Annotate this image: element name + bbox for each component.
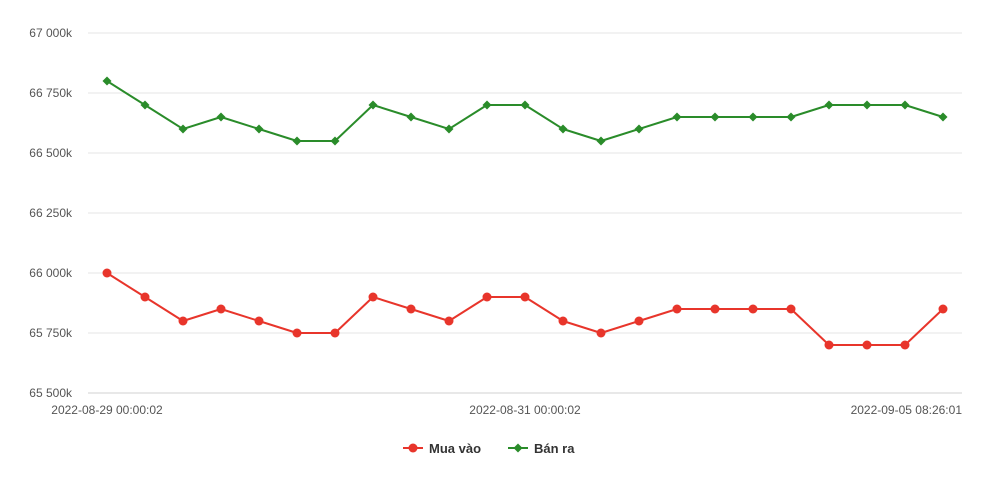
data-point	[102, 268, 112, 278]
data-point	[368, 100, 378, 110]
x-tick-label: 2022-08-29 00:00:02	[51, 403, 163, 417]
data-point	[824, 100, 834, 110]
data-point	[482, 292, 492, 302]
data-point	[368, 292, 378, 302]
x-tick-label: 2022-09-05 08:26:01	[851, 403, 963, 417]
legend: Mua vào Bán ra	[403, 441, 575, 456]
data-point	[672, 304, 682, 314]
data-point	[596, 136, 606, 146]
data-point	[786, 304, 796, 314]
data-point	[330, 136, 340, 146]
data-point	[900, 340, 910, 350]
y-tick-label: 67 000k	[29, 26, 73, 40]
data-point	[292, 136, 302, 146]
data-point	[254, 124, 264, 134]
data-point	[634, 124, 644, 134]
data-point	[938, 112, 948, 122]
x-axis: 2022-08-29 00:00:02 2022-08-31 00:00:02 20…	[51, 403, 962, 417]
series-line	[106, 272, 944, 346]
y-tick-label: 66 750k	[29, 86, 73, 100]
gridlines	[88, 32, 962, 394]
y-tick-label: 66 500k	[29, 146, 73, 160]
legend-marker	[513, 443, 523, 453]
data-point	[406, 304, 416, 314]
legend-item[interactable]: Bán ra	[508, 441, 575, 456]
data-point	[786, 112, 796, 122]
data-point	[558, 124, 568, 134]
data-point	[406, 112, 416, 122]
data-point	[748, 304, 758, 314]
data-point	[900, 100, 910, 110]
data-point	[140, 292, 150, 302]
data-point	[482, 100, 492, 110]
data-point	[140, 100, 150, 110]
data-point	[444, 124, 454, 134]
data-point	[710, 112, 720, 122]
data-point	[710, 304, 720, 314]
y-tick-label: 66 250k	[29, 206, 73, 220]
data-point	[216, 112, 226, 122]
y-tick-label: 66 000k	[29, 266, 73, 280]
y-axis: 65 500k 65 750k 66 000k 66 250k 66 500k 66 75…	[29, 26, 73, 400]
legend-marker	[408, 443, 418, 453]
data-point	[254, 316, 264, 326]
data-point	[178, 316, 188, 326]
series-group	[102, 76, 948, 350]
data-point	[596, 328, 606, 338]
series-ban-ra	[102, 76, 948, 146]
legend-label: Bán ra	[534, 441, 575, 456]
data-point	[216, 304, 226, 314]
data-point	[444, 316, 454, 326]
data-point	[520, 292, 530, 302]
data-point	[748, 112, 758, 122]
legend-item[interactable]: Mua vào	[403, 441, 481, 456]
y-tick-label: 65 500k	[29, 386, 73, 400]
series-line	[106, 80, 944, 142]
data-point	[520, 100, 530, 110]
data-point	[862, 340, 872, 350]
y-tick-label: 65 750k	[29, 326, 73, 340]
data-point	[862, 100, 872, 110]
series-mua-vao	[102, 268, 948, 350]
data-point	[824, 340, 834, 350]
data-point	[672, 112, 682, 122]
legend-label: Mua vào	[429, 441, 481, 456]
data-point	[292, 328, 302, 338]
data-point	[938, 304, 948, 314]
data-point	[558, 316, 568, 326]
data-point	[102, 76, 112, 86]
data-point	[634, 316, 644, 326]
data-point	[178, 124, 188, 134]
data-point	[330, 328, 340, 338]
x-tick-label: 2022-08-31 00:00:02	[469, 403, 581, 417]
